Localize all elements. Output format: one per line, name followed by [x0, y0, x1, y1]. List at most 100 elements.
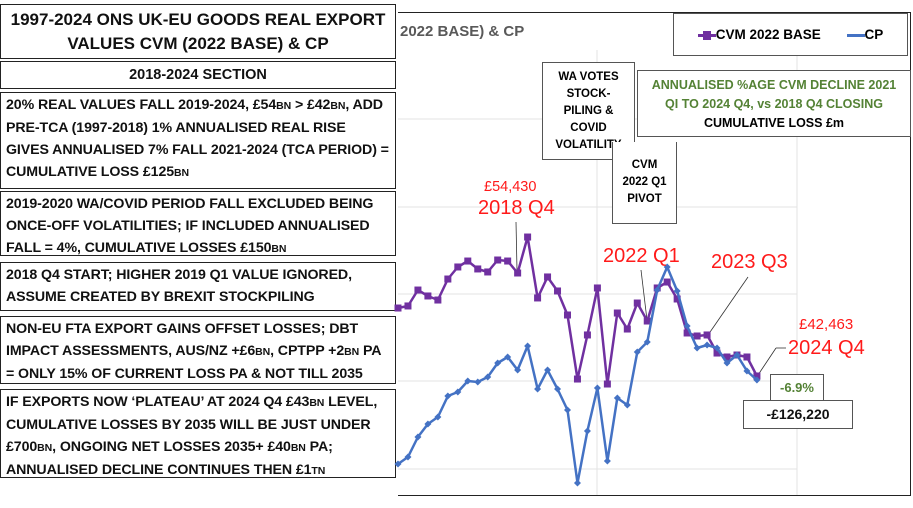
cvm-point: [583, 331, 591, 339]
pivot-box: CVM 2022 Q1 PIVOT: [612, 142, 677, 224]
chart-area: [398, 12, 911, 496]
unit-suffix: BN: [276, 100, 292, 112]
annualised-decline-box: ANNUALISED %AGE CVM DECLINE 2021 QI TO 2…: [637, 70, 911, 137]
cvm-point: [693, 332, 701, 340]
cp-point: [414, 433, 422, 441]
leader-line: [515, 221, 518, 271]
cvm-point: [524, 233, 532, 241]
cp-point: [733, 351, 741, 359]
title-line-2: VALUES CVM (2022 BASE) & CP: [67, 34, 329, 53]
unit-suffix: BN: [271, 243, 287, 255]
cvm-point: [434, 296, 442, 304]
cp-point: [663, 263, 671, 271]
cvm-point: [514, 269, 522, 277]
end-quarter-label: 2024 Q4: [788, 337, 865, 359]
cvm-point: [544, 273, 552, 281]
cp-point: [504, 353, 512, 361]
cp-point: [464, 377, 472, 385]
cvm-point: [683, 329, 691, 337]
cp-point: [404, 453, 412, 461]
pivot-quarter-label: 2022 Q1: [603, 245, 680, 267]
cp-point: [653, 286, 661, 294]
note-wa-covid: 2019-2020 WA/COVID PERIOD FALL EXCLUDED …: [0, 191, 396, 256]
pivot-line: 2022 Q1: [622, 176, 667, 188]
cp-point: [593, 384, 601, 392]
cvm-point: [484, 268, 492, 276]
cvm-point: [474, 265, 482, 273]
series-line-cvm: [397, 235, 759, 386]
cvm-point: [504, 257, 512, 265]
cvm-point: [663, 278, 671, 286]
note-text: PA = ONLY 15% OF CURRENT LOSS PA & NOT T…: [6, 343, 381, 382]
legend: CVM 2022 BASE CP: [673, 13, 908, 56]
start-value-label: £54,430: [484, 179, 537, 195]
cvm-point: [753, 372, 761, 380]
cp-point: [603, 457, 611, 465]
pivot-line: PIVOT: [627, 193, 662, 205]
title-line-1: 1997-2024 ONS UK-EU GOODS REAL EXPORT: [10, 10, 386, 29]
cp-point: [434, 413, 442, 421]
cvm-point: [424, 292, 432, 300]
wa-line: COVID: [570, 122, 607, 134]
unit-suffix: BN: [174, 167, 189, 179]
cvm-point: [444, 275, 452, 283]
note-text: , ADD PRE-TCA (1997-2018) 1% ANNUALISED …: [6, 97, 389, 180]
cp-point: [673, 287, 681, 295]
wa-line: PILING &: [563, 105, 614, 117]
cp-point: [454, 388, 462, 396]
note-text: IF EXPORTS NOW ‘PLATEAU’ AT 2024 Q4 £43: [6, 394, 310, 410]
unit-suffix: BN: [344, 346, 360, 358]
note-plateau: IF EXPORTS NOW ‘PLATEAU’ AT 2024 Q4 £43B…: [0, 389, 396, 478]
leader-line: [640, 269, 648, 321]
cvm-point: [404, 302, 412, 310]
unit-suffix: TN: [311, 465, 326, 477]
cvm-point: [623, 325, 631, 333]
note-non-eu-fta: NON-EU FTA EXPORT GAINS OFFSET LOSSES; D…: [0, 316, 396, 384]
cvm-point: [643, 317, 651, 325]
note-text: NON-EU FTA EXPORT GAINS OFFSET LOSSES; D…: [6, 321, 359, 359]
cp-point: [444, 392, 452, 400]
cp-point: [563, 406, 571, 414]
cp-point: [484, 373, 492, 381]
cp-point: [683, 322, 691, 330]
note-text: , CPTPP +2: [270, 343, 345, 359]
note-text: 2018 Q4 START; HIGHER 2019 Q1 VALUE IGNO…: [6, 267, 352, 305]
decline-line-1: ANNUALISED %AGE CVM DECLINE 2021: [651, 78, 897, 92]
legend-cvm-swatch-icon: [697, 30, 716, 40]
cvm-point: [394, 304, 402, 312]
panel-title: 1997-2024 ONS UK-EU GOODS REAL EXPORT VA…: [0, 4, 396, 59]
cp-point: [554, 385, 562, 393]
cvm-point: [464, 257, 472, 265]
cvm-point: [673, 295, 681, 303]
decline-pct-box: -6.9%: [770, 374, 824, 401]
wa-line: STOCK-: [566, 88, 611, 100]
cp-point: [534, 385, 542, 393]
cvm-point: [713, 349, 721, 357]
cvm-point: [454, 263, 462, 271]
decline-line-2: QI TO 2024 Q4, vs 2018 Q4 CLOSING: [665, 97, 883, 111]
cp-point: [643, 338, 651, 346]
note-2018-start: 2018 Q4 START; HIGHER 2019 Q1 VALUE IGNO…: [0, 262, 396, 311]
cp-point: [743, 367, 751, 375]
legend-cvm-label: CVM 2022 BASE: [715, 27, 821, 42]
cp-point: [713, 344, 721, 352]
cvm-point: [494, 256, 502, 264]
decline-line-3: CUMULATIVE LOSS £m: [703, 116, 845, 130]
legend-cp-label: CP: [864, 27, 884, 42]
start-quarter-label: 2018 Q4: [478, 197, 555, 219]
unit-suffix: BN: [255, 346, 271, 358]
legend-cp-swatch-icon: [846, 33, 865, 37]
cvm-point: [593, 284, 601, 292]
cp-point: [394, 460, 402, 468]
cp-point: [623, 401, 631, 409]
cvm-point: [563, 311, 571, 319]
cp-point: [633, 348, 641, 356]
wa-line: WA VOTES: [558, 71, 619, 83]
note-real-values-fall: 20% REAL VALUES FALL 2019-2024, £54BN > …: [0, 92, 396, 189]
wa-line: VOLATILITY: [555, 139, 622, 151]
cp-point: [514, 366, 522, 374]
chart-title: 2022 BASE) & CP: [400, 23, 524, 40]
cumulative-loss-box: -£126,220: [743, 400, 853, 429]
cvm-point: [554, 287, 562, 295]
